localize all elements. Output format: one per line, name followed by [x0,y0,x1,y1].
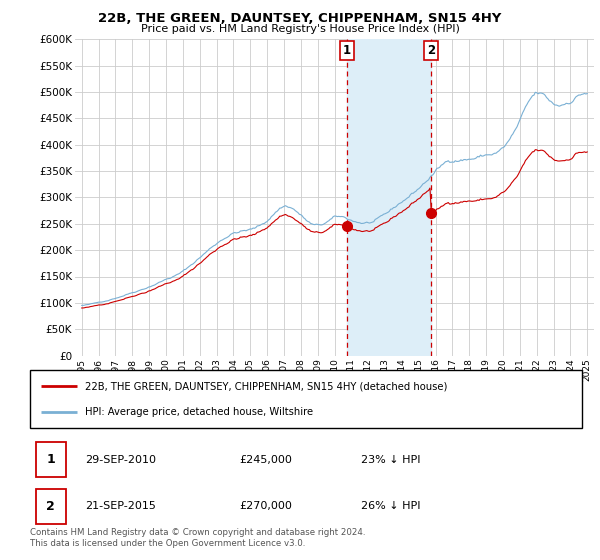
FancyBboxPatch shape [35,442,66,478]
FancyBboxPatch shape [35,488,66,524]
Text: £270,000: £270,000 [240,501,293,511]
Text: 1: 1 [343,44,351,57]
Text: 2: 2 [427,44,435,57]
Text: 2: 2 [46,500,55,512]
Text: 21-SEP-2015: 21-SEP-2015 [85,501,156,511]
Text: Price paid vs. HM Land Registry's House Price Index (HPI): Price paid vs. HM Land Registry's House … [140,24,460,34]
Text: £245,000: £245,000 [240,455,293,465]
Text: 22B, THE GREEN, DAUNTSEY, CHIPPENHAM, SN15 4HY (detached house): 22B, THE GREEN, DAUNTSEY, CHIPPENHAM, SN… [85,381,448,391]
Text: 23% ↓ HPI: 23% ↓ HPI [361,455,421,465]
Text: 1: 1 [46,454,55,466]
Text: Contains HM Land Registry data © Crown copyright and database right 2024.
This d: Contains HM Land Registry data © Crown c… [30,528,365,548]
Text: 22B, THE GREEN, DAUNTSEY, CHIPPENHAM, SN15 4HY: 22B, THE GREEN, DAUNTSEY, CHIPPENHAM, SN… [98,12,502,25]
Bar [347,39,431,356]
Text: HPI: Average price, detached house, Wiltshire: HPI: Average price, detached house, Wilt… [85,407,313,417]
Text: 26% ↓ HPI: 26% ↓ HPI [361,501,421,511]
Text: 29-SEP-2010: 29-SEP-2010 [85,455,156,465]
FancyBboxPatch shape [30,370,582,428]
